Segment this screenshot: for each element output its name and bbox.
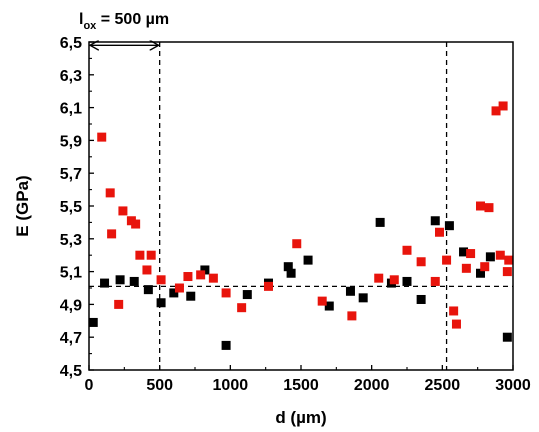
x-tick-label-0: 0 bbox=[85, 377, 94, 394]
data-point-s1-30 bbox=[461, 263, 471, 273]
data-point-s0-23 bbox=[444, 221, 454, 231]
data-point-s1-29 bbox=[451, 319, 461, 329]
data-point-s1-9 bbox=[146, 250, 156, 260]
data-point-s1-36 bbox=[495, 250, 505, 260]
data-point-s1-3 bbox=[114, 299, 124, 309]
x-axis-ticks: 0 500 1000 1500 2000 2500 3000 bbox=[85, 365, 531, 394]
x-tick-label-3: 1500 bbox=[283, 377, 319, 394]
data-point-s0-10 bbox=[242, 290, 252, 300]
data-point-s1-31 bbox=[466, 249, 476, 259]
data-point-s0-18 bbox=[375, 217, 385, 227]
data-point-s0-17 bbox=[358, 293, 368, 303]
data-point-s1-37 bbox=[498, 101, 508, 111]
data-point-s0-5 bbox=[156, 298, 166, 308]
oxidation-length-label: lox = 500 µm bbox=[79, 11, 169, 32]
x-axis-title: d (µm) bbox=[275, 408, 326, 427]
data-point-s0-12 bbox=[283, 262, 293, 272]
y-tick-label-5: 5,5 bbox=[60, 199, 82, 216]
data-point-s1-16 bbox=[237, 303, 247, 313]
data-points bbox=[88, 101, 514, 350]
data-point-s1-2 bbox=[107, 229, 117, 239]
data-point-s0-25 bbox=[475, 268, 485, 278]
data-point-s0-27 bbox=[502, 332, 512, 342]
y-axis-title: E (GPa) bbox=[13, 175, 32, 236]
data-point-s0-9 bbox=[221, 340, 231, 350]
data-point-s1-25 bbox=[430, 276, 440, 286]
data-point-s0-1 bbox=[100, 278, 110, 288]
data-point-s1-10 bbox=[156, 275, 166, 285]
data-point-s0-2 bbox=[115, 275, 125, 285]
data-point-s0-0 bbox=[88, 317, 98, 327]
data-point-s1-22 bbox=[389, 275, 399, 285]
x-tick-label-2: 1000 bbox=[213, 377, 249, 394]
y-tick-label-2: 4,9 bbox=[60, 297, 82, 314]
data-point-s1-39 bbox=[504, 255, 514, 265]
data-point-s1-20 bbox=[347, 311, 357, 321]
data-point-s0-7 bbox=[186, 291, 196, 301]
data-point-s0-21 bbox=[416, 294, 426, 304]
data-point-s1-35 bbox=[491, 106, 501, 116]
data-point-s1-27 bbox=[442, 255, 452, 265]
reference-lines bbox=[89, 42, 513, 370]
y-tick-label-8: 6,1 bbox=[60, 101, 82, 118]
data-point-s0-3 bbox=[129, 276, 139, 286]
x-tick-label-6: 3000 bbox=[495, 377, 531, 394]
data-point-s1-1 bbox=[105, 188, 115, 198]
data-point-s1-13 bbox=[196, 270, 206, 280]
data-point-s1-26 bbox=[435, 227, 445, 237]
y-tick-label-3: 5,1 bbox=[60, 265, 82, 282]
data-point-s0-15 bbox=[324, 301, 334, 311]
y-tick-label-7: 5,9 bbox=[60, 133, 82, 150]
y-tick-label-10: 6,5 bbox=[60, 35, 82, 52]
data-point-s1-17 bbox=[263, 281, 273, 291]
data-point-s0-8 bbox=[200, 265, 210, 275]
data-point-s1-33 bbox=[480, 262, 490, 272]
y-tick-label-9: 6,3 bbox=[60, 68, 82, 85]
data-point-s1-7 bbox=[135, 250, 145, 260]
data-point-s0-4 bbox=[143, 285, 153, 295]
data-point-s1-18 bbox=[292, 239, 302, 249]
y-tick-label-1: 4,7 bbox=[60, 330, 82, 347]
y-tick-label-0: 4,5 bbox=[60, 363, 82, 380]
data-point-s1-19 bbox=[317, 296, 327, 306]
data-point-s1-14 bbox=[208, 273, 218, 283]
data-point-s1-24 bbox=[416, 257, 426, 267]
x-tick-label-1: 500 bbox=[146, 377, 173, 394]
y-tick-label-6: 5,7 bbox=[60, 166, 82, 183]
data-point-s0-20 bbox=[402, 276, 412, 286]
data-point-s1-6 bbox=[131, 219, 141, 229]
data-point-s1-28 bbox=[449, 306, 459, 316]
data-point-s1-8 bbox=[142, 265, 152, 275]
plot-frame bbox=[88, 41, 514, 371]
data-point-s0-13 bbox=[286, 268, 296, 278]
data-point-s0-22 bbox=[430, 216, 440, 226]
data-point-s1-0 bbox=[97, 132, 107, 142]
data-point-s1-38 bbox=[502, 267, 512, 277]
data-point-s0-24 bbox=[459, 247, 469, 257]
data-point-s0-6 bbox=[169, 288, 179, 298]
data-point-s1-12 bbox=[183, 272, 193, 282]
data-point-s1-23 bbox=[402, 245, 412, 255]
data-point-s1-11 bbox=[174, 283, 184, 293]
x-tick-label-5: 2500 bbox=[425, 377, 461, 394]
data-point-s0-26 bbox=[485, 252, 495, 262]
x-tick-label-4: 2000 bbox=[354, 377, 390, 394]
y-tick-label-4: 5,3 bbox=[60, 232, 82, 249]
data-point-s1-34 bbox=[484, 203, 494, 213]
data-point-s0-16 bbox=[345, 286, 355, 296]
data-point-s1-15 bbox=[221, 288, 231, 298]
data-point-s0-14 bbox=[303, 255, 313, 265]
data-point-s1-32 bbox=[475, 201, 485, 211]
data-point-s1-21 bbox=[374, 273, 384, 283]
y-axis-ticks: 4,5 4,7 4,9 5,1 5,3 5,5 5,7 5,9 6,1 6,3 6,5 bbox=[60, 35, 94, 380]
data-point-s1-4 bbox=[118, 206, 128, 216]
